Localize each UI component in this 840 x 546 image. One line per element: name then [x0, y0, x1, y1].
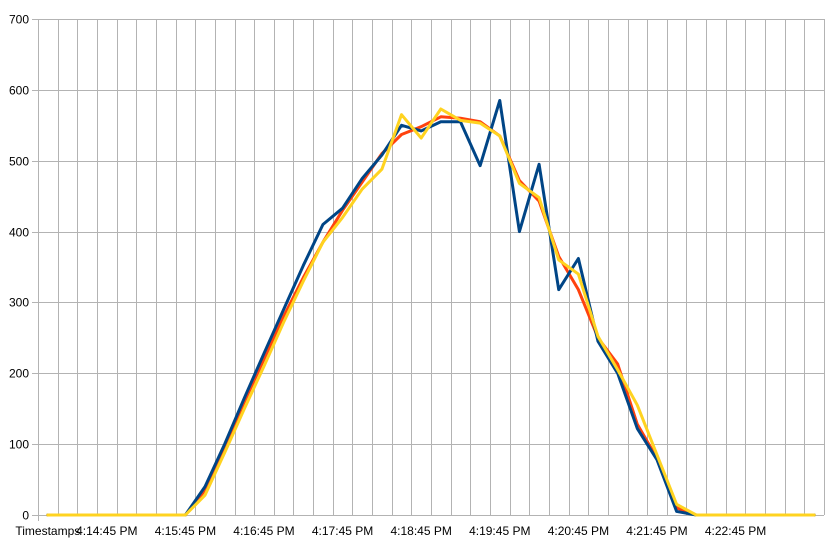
x-tick-label: 4:16:45 PM	[233, 524, 294, 538]
x-tick-label: 4:21:45 PM	[626, 524, 687, 538]
y-axis-labels: 0 100 200 300 400 500 600 700	[9, 13, 29, 523]
vertical-gridlines	[38, 19, 825, 515]
y-tick-label: 0	[22, 509, 29, 523]
y-tick-label: 300	[9, 296, 29, 310]
y-tick-label: 500	[9, 155, 29, 169]
x-tick-label: Timestamps	[15, 524, 80, 538]
x-tick-label: 4:20:45 PM	[548, 524, 609, 538]
axes	[32, 19, 824, 521]
series-3	[46, 107, 816, 517]
x-tick-label: 4:14:45 PM	[76, 524, 137, 538]
x-tick-label: 4:17:45 PM	[312, 524, 373, 538]
y-tick-label: 400	[9, 226, 29, 240]
x-tick-label: 4:22:45 PM	[705, 524, 766, 538]
x-tick-label: 4:18:45 PM	[390, 524, 451, 538]
y-tick-label: 100	[9, 438, 29, 452]
y-tick-label: 600	[9, 84, 29, 98]
horizontal-gridlines	[32, 19, 824, 516]
x-tick-label: 4:15:45 PM	[155, 524, 216, 538]
series-layer	[46, 98, 816, 517]
y-tick-label: 700	[9, 13, 29, 27]
x-tick-label: 4:19:45 PM	[469, 524, 530, 538]
series-line	[46, 107, 816, 517]
y-tick-label: 200	[9, 367, 29, 381]
